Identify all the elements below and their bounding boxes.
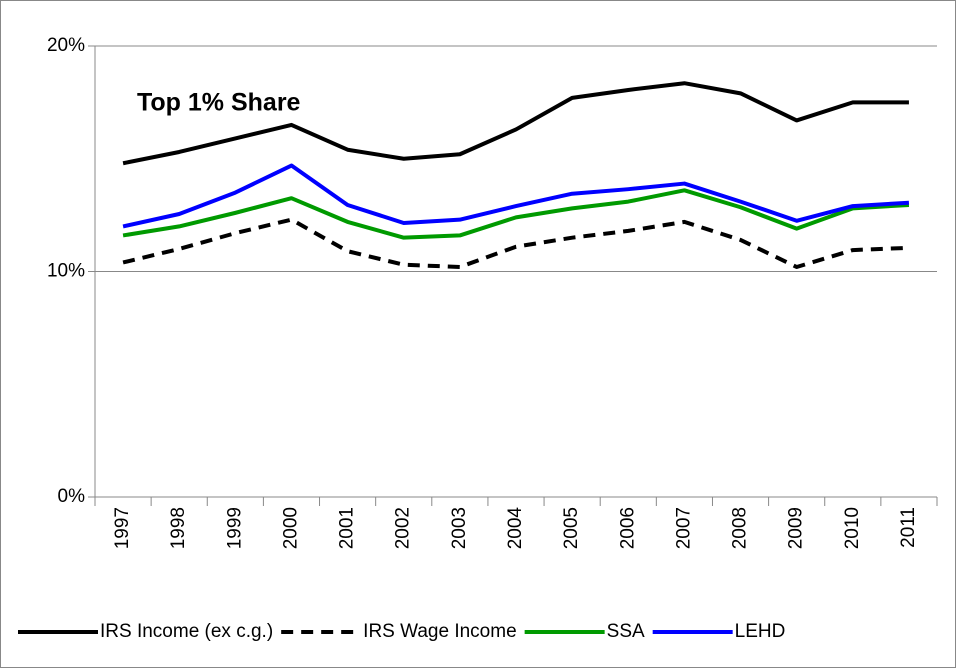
x-tick-label: 1998 bbox=[168, 507, 189, 549]
x-tick-label: 2002 bbox=[393, 507, 414, 549]
x-tick-label: 2009 bbox=[786, 507, 807, 549]
x-tick-label: 2003 bbox=[449, 507, 470, 549]
line-series bbox=[122, 163, 910, 229]
x-tick-label: 2008 bbox=[730, 507, 751, 549]
legend-label: IRS Income (ex c.g.) bbox=[100, 621, 273, 642]
x-tick-label: 1999 bbox=[224, 507, 245, 549]
x-tick-label: 2006 bbox=[617, 507, 638, 549]
x-tick-label: 2001 bbox=[337, 507, 358, 549]
x-tick-label: 1997 bbox=[112, 507, 133, 549]
x-tick-label: 2004 bbox=[505, 507, 526, 550]
y-tick-label: 10% bbox=[47, 261, 85, 282]
y-tick-label: 0% bbox=[58, 486, 86, 507]
line-series bbox=[122, 81, 909, 166]
x-tick-label: 2010 bbox=[842, 507, 863, 549]
x-tick-label: 2005 bbox=[561, 507, 582, 549]
x-tick-label: 2011 bbox=[898, 507, 919, 548]
x-tick-label: 2000 bbox=[280, 507, 301, 549]
legend-label: IRS Wage Income bbox=[363, 621, 516, 642]
line-series bbox=[122, 188, 910, 240]
legend-label: LEHD bbox=[735, 621, 786, 642]
legend-label: SSA bbox=[607, 621, 645, 642]
y-tick-label: 20% bbox=[47, 35, 85, 56]
line-series bbox=[122, 217, 910, 269]
annotation: Top 1% Share bbox=[137, 89, 301, 117]
x-tick-label: 2007 bbox=[673, 507, 694, 549]
